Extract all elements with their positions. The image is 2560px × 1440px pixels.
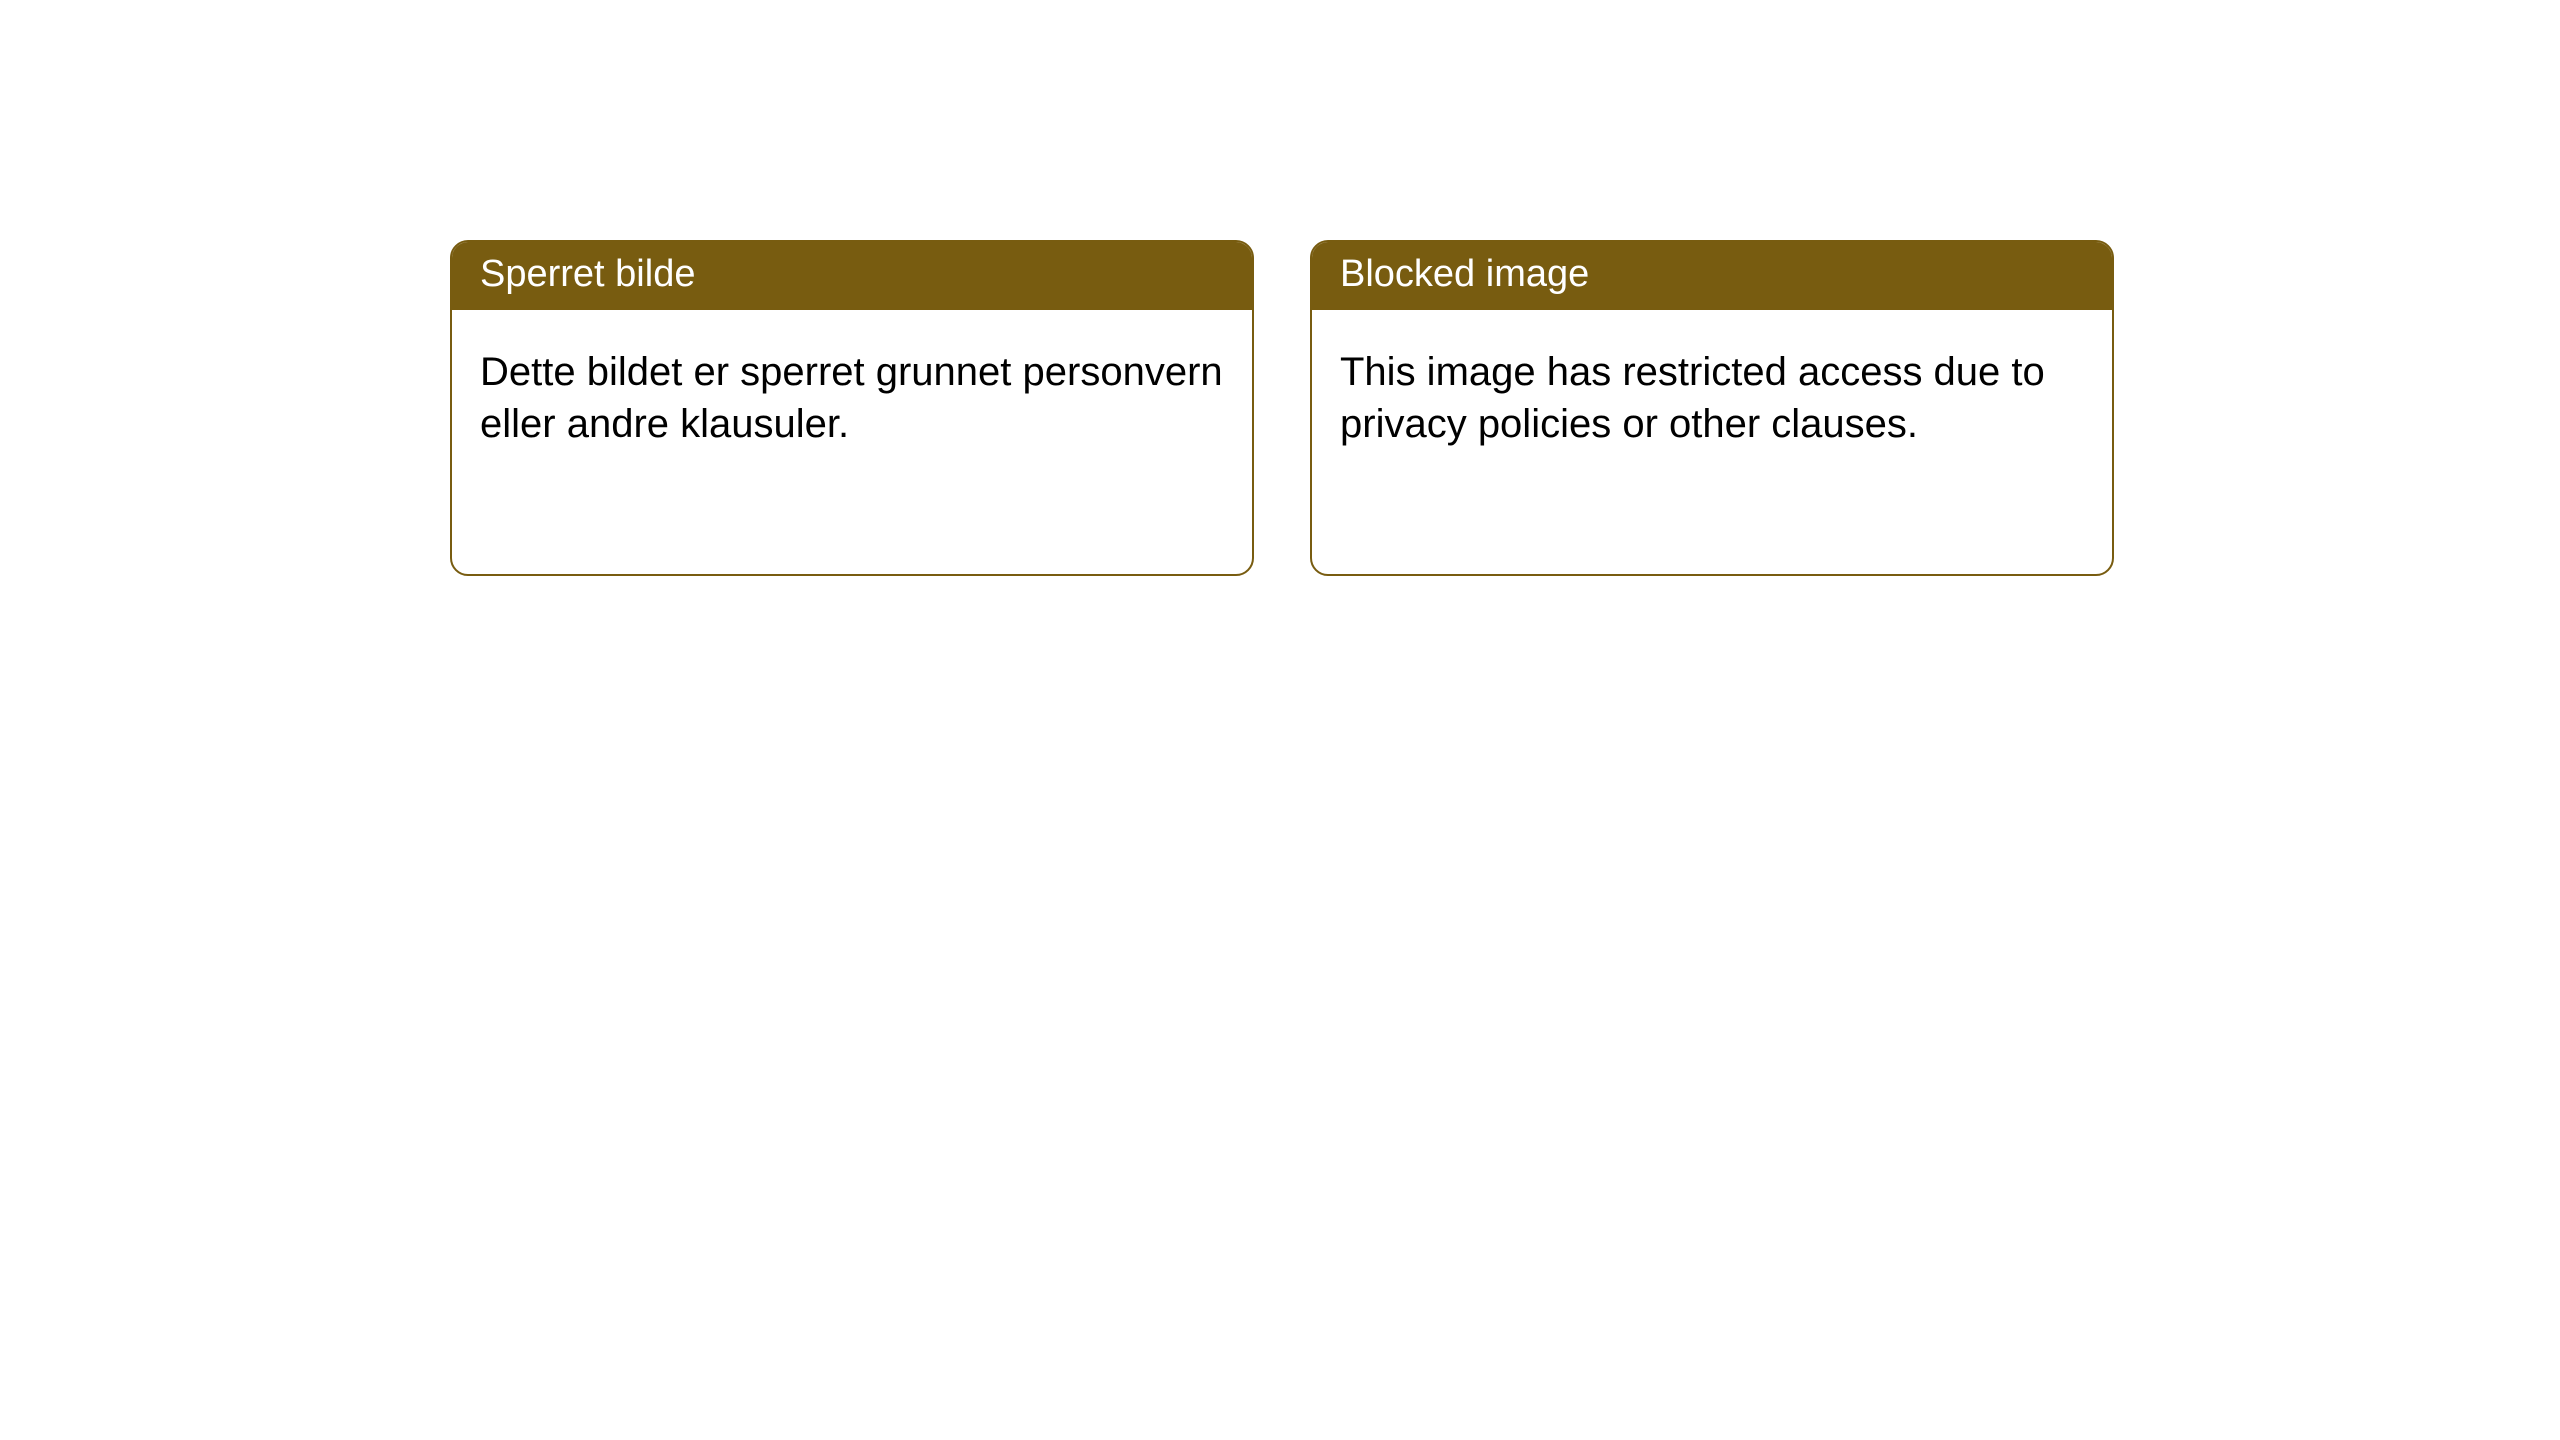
notice-box-norwegian: Sperret bilde Dette bildet er sperret gr… (450, 240, 1254, 576)
notice-container: Sperret bilde Dette bildet er sperret gr… (0, 0, 2560, 576)
notice-title: Sperret bilde (452, 242, 1252, 310)
notice-body: This image has restricted access due to … (1312, 310, 2112, 478)
notice-box-english: Blocked image This image has restricted … (1310, 240, 2114, 576)
notice-title: Blocked image (1312, 242, 2112, 310)
notice-body: Dette bildet er sperret grunnet personve… (452, 310, 1252, 478)
